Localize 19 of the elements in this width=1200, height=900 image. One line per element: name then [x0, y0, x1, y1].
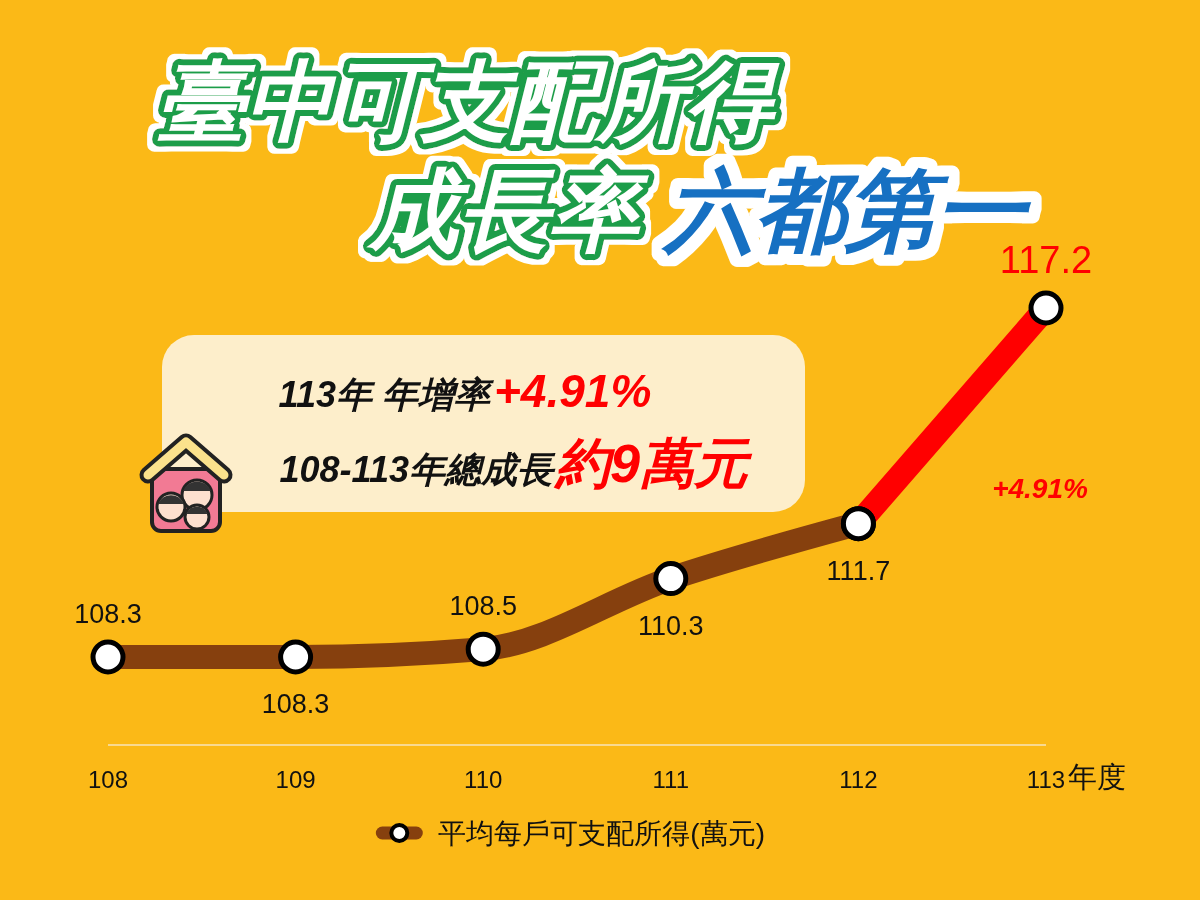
annotation: 約9萬元: [553, 433, 754, 493]
x-tick-label: 109: [275, 766, 316, 793]
x-axis-title: 年度: [1068, 761, 1126, 793]
data-label: 111.7: [826, 555, 891, 586]
data-label: 110.3: [638, 610, 704, 641]
annotation: 108-113年總成長: [279, 449, 556, 490]
x-tick-label: 110: [464, 766, 503, 793]
data-label: 117.2: [999, 239, 1093, 281]
x-tick-label: 113: [1026, 766, 1066, 793]
legend-label: 平均每戶可支配所得(萬元): [438, 818, 765, 849]
annotation: +4.91%: [494, 365, 652, 417]
annotation: 113年 年增率: [278, 374, 495, 415]
data-label: 108.5: [449, 591, 517, 622]
data-label: 108.3: [74, 599, 142, 629]
annotation: +4.91%: [992, 473, 1088, 504]
x-tick-label: 111: [652, 766, 690, 793]
data-label: 108.3: [261, 689, 330, 719]
x-tick-label: 108: [87, 766, 129, 793]
x-tick-label: 112: [839, 766, 878, 793]
